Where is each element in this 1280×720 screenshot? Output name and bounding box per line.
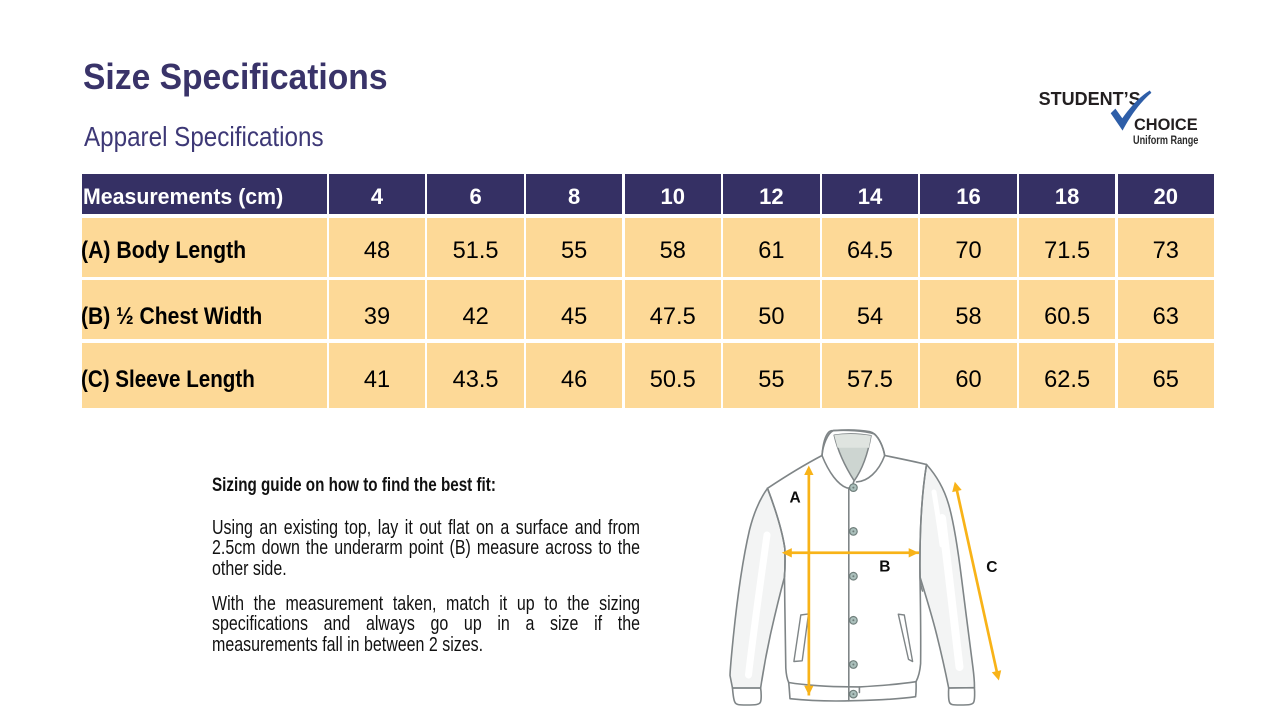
svg-text:C: C (986, 559, 997, 576)
svg-text:B: B (879, 559, 890, 576)
svg-text:A: A (789, 489, 800, 506)
